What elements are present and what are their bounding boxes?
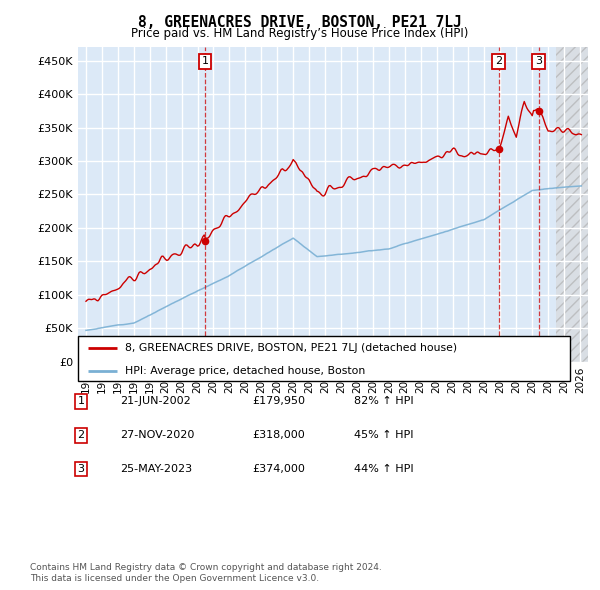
Text: 45% ↑ HPI: 45% ↑ HPI xyxy=(354,431,413,440)
Text: 44% ↑ HPI: 44% ↑ HPI xyxy=(354,464,413,474)
Text: 1: 1 xyxy=(77,396,85,406)
Text: 8, GREENACRES DRIVE, BOSTON, PE21 7LJ: 8, GREENACRES DRIVE, BOSTON, PE21 7LJ xyxy=(138,15,462,30)
Bar xyxy=(556,47,588,362)
FancyBboxPatch shape xyxy=(78,336,570,381)
Text: £318,000: £318,000 xyxy=(252,431,305,440)
Text: This data is licensed under the Open Government Licence v3.0.: This data is licensed under the Open Gov… xyxy=(30,574,319,583)
Text: 2: 2 xyxy=(495,57,502,66)
Text: 21-JUN-2002: 21-JUN-2002 xyxy=(120,396,191,406)
Text: 25-MAY-2023: 25-MAY-2023 xyxy=(120,464,192,474)
Text: 82% ↑ HPI: 82% ↑ HPI xyxy=(354,396,413,406)
Text: 2: 2 xyxy=(77,431,85,440)
Text: Price paid vs. HM Land Registry’s House Price Index (HPI): Price paid vs. HM Land Registry’s House … xyxy=(131,27,469,40)
Text: Contains HM Land Registry data © Crown copyright and database right 2024.: Contains HM Land Registry data © Crown c… xyxy=(30,563,382,572)
Text: 1: 1 xyxy=(202,57,209,66)
Text: £374,000: £374,000 xyxy=(252,464,305,474)
Text: 27-NOV-2020: 27-NOV-2020 xyxy=(120,431,194,440)
Text: 3: 3 xyxy=(535,57,542,66)
Text: 3: 3 xyxy=(77,464,85,474)
Text: 8, GREENACRES DRIVE, BOSTON, PE21 7LJ (detached house): 8, GREENACRES DRIVE, BOSTON, PE21 7LJ (d… xyxy=(125,343,457,353)
Text: £179,950: £179,950 xyxy=(252,396,305,406)
Text: HPI: Average price, detached house, Boston: HPI: Average price, detached house, Bost… xyxy=(125,366,365,376)
